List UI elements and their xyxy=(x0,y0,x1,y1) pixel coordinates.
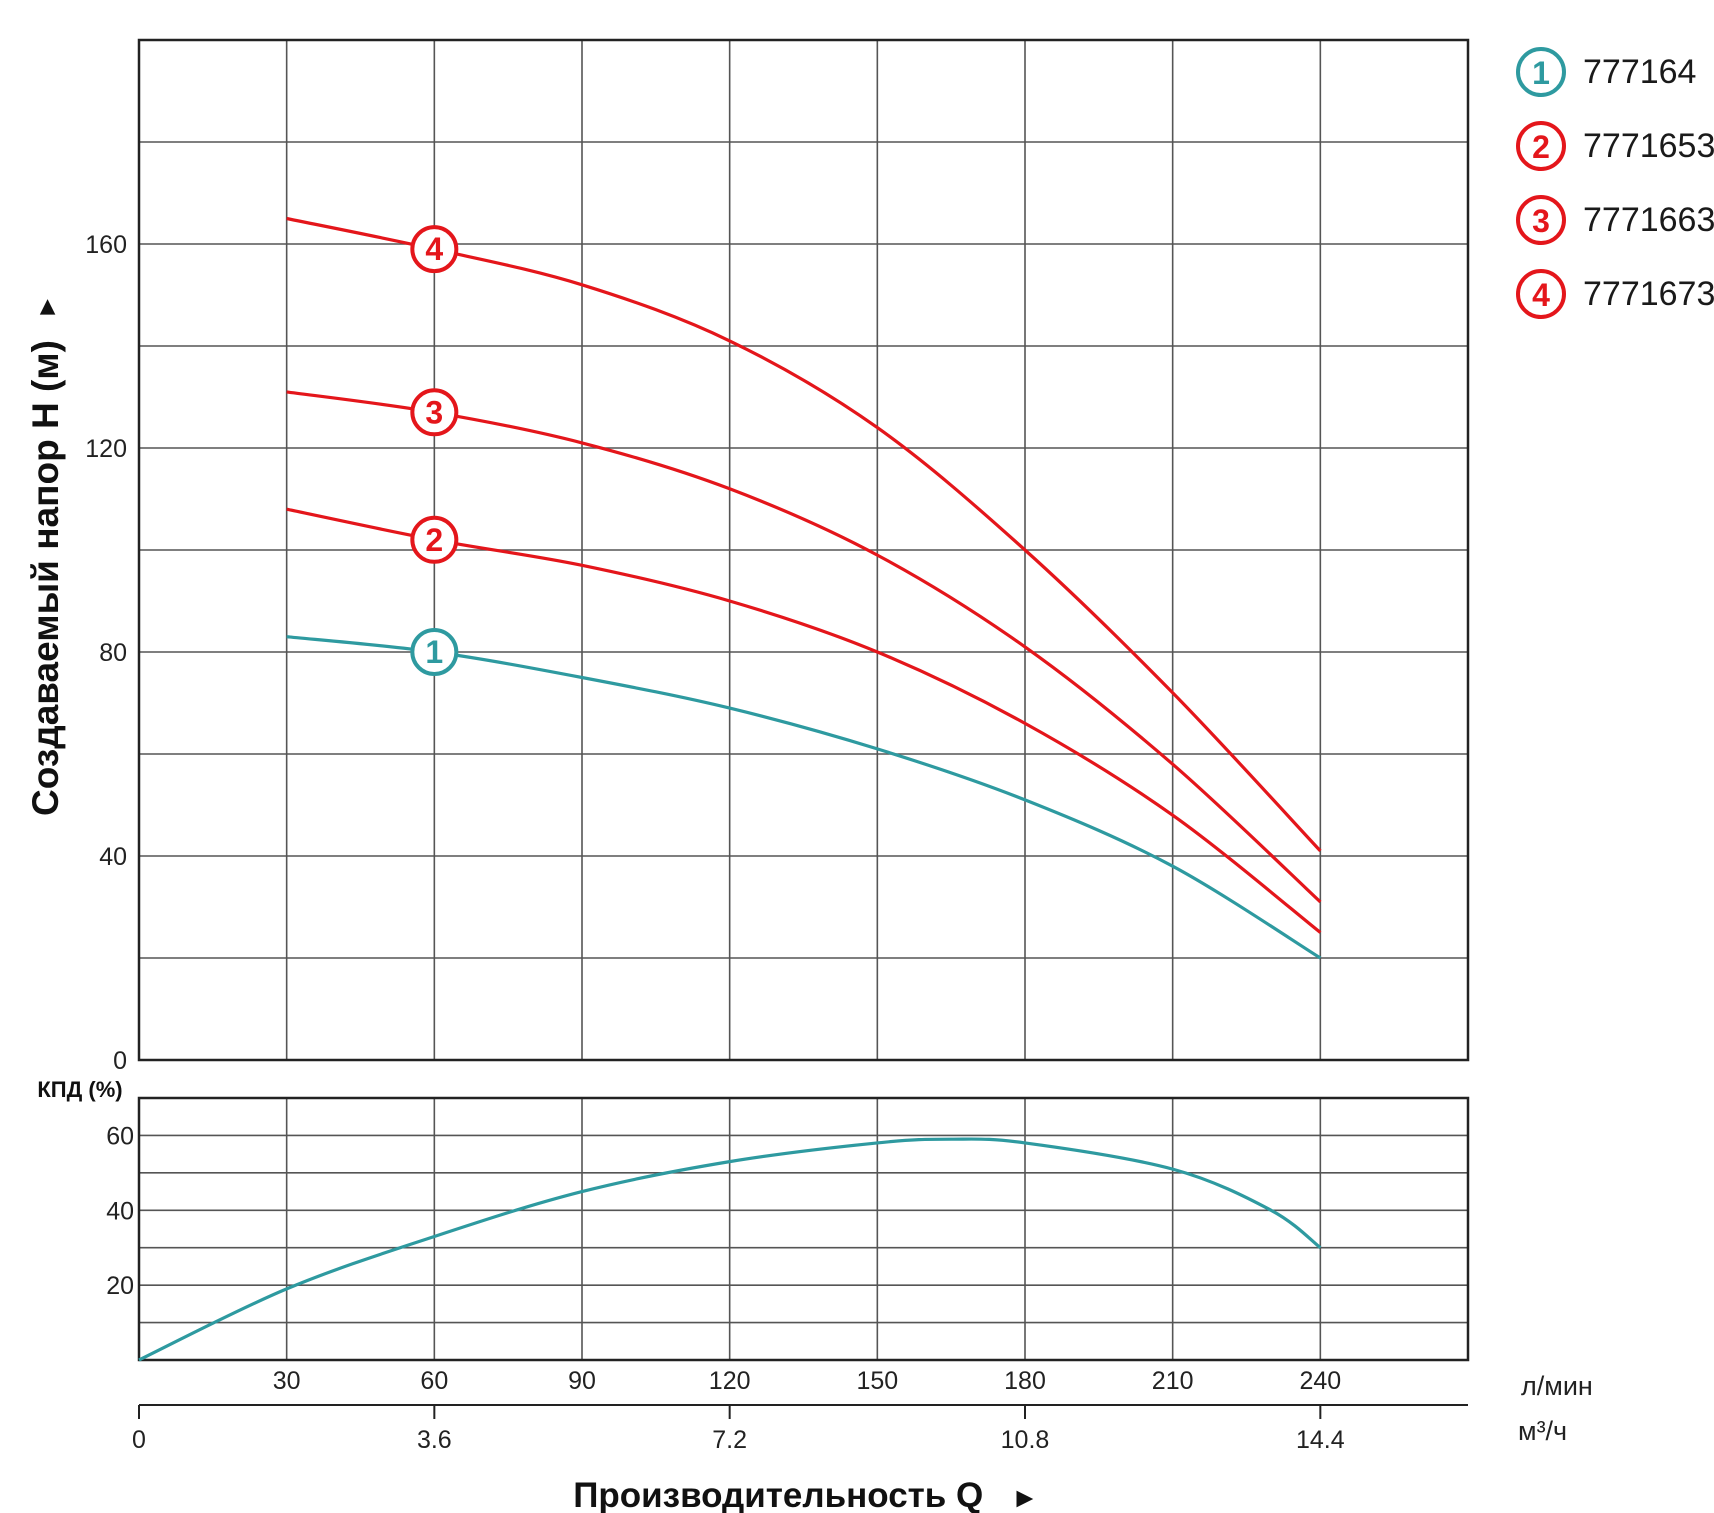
legend-badge-circle xyxy=(1516,269,1566,319)
curve-badge-circle xyxy=(410,515,459,564)
y-tick-label: 0 xyxy=(113,1047,127,1075)
x-tick-label: 210 xyxy=(1152,1367,1194,1395)
efficiency-axis-title: КПД (%) xyxy=(37,1077,122,1102)
y-tick-label: 80 xyxy=(99,639,127,667)
head-curve-3 xyxy=(286,390,1322,904)
unit-m3h: м³/ч xyxy=(1518,1416,1567,1446)
legend-code: 7771673 xyxy=(1583,275,1714,313)
legend-item-1: 1 777164 xyxy=(1516,47,1696,97)
x-tick-label: 90 xyxy=(568,1367,596,1395)
head-grid xyxy=(137,38,1470,1062)
y-tick-label: 160 xyxy=(85,231,127,259)
x-tick-label: 150 xyxy=(856,1367,898,1395)
unit-lmin: л/мин xyxy=(1521,1371,1593,1401)
curve-badge-1: 1 xyxy=(410,628,459,676)
x-axis-title: Производительность Q xyxy=(573,1476,983,1513)
curve-badge-number: 4 xyxy=(425,231,443,267)
legend-badge-number: 1 xyxy=(1532,55,1550,91)
efficiency-y-tick-label: 20 xyxy=(106,1272,134,1300)
curve-badge-4: 4 xyxy=(410,225,459,274)
y-axis-arrow: ► xyxy=(31,294,61,320)
curve-badge-number: 3 xyxy=(425,394,443,430)
legend-badge-circle xyxy=(1516,47,1566,97)
head-plot-frame xyxy=(137,38,1470,1062)
legend-badge-number: 2 xyxy=(1532,129,1550,165)
m3h-tick-label: 7.2 xyxy=(712,1426,747,1454)
efficiency-y-tick-label: 60 xyxy=(106,1122,134,1150)
curve-badge-3: 3 xyxy=(410,388,459,437)
y-axis-title-group: Создаваемый напор H (м) ► xyxy=(25,294,66,816)
x-tick-label: 120 xyxy=(709,1367,751,1395)
x-tick-label: 240 xyxy=(1299,1367,1341,1395)
curve-badges: 1 2 3 4 xyxy=(410,225,459,676)
x-tick-label: 60 xyxy=(420,1367,448,1395)
x-tick-label: 180 xyxy=(1004,1367,1046,1395)
y-tick-label: 120 xyxy=(85,435,127,463)
legend-item-2: 2 7771653 xyxy=(1516,121,1714,171)
tick-labels: 0 40 80 120 160 20 40 60 30 60 90 120 150 180 210 240 0 3… xyxy=(85,231,1344,1454)
x-axis-title-group: Производительность Q ► xyxy=(573,1476,1038,1513)
m3h-tick-label: 0 xyxy=(132,1426,146,1454)
legend-item-4: 4 7771673 xyxy=(1516,269,1714,319)
efficiency-plot-frame xyxy=(137,1096,1470,1362)
legend-badge-circle xyxy=(1516,195,1566,245)
efficiency-curve-line xyxy=(138,1137,1322,1362)
curve-badge-number: 1 xyxy=(425,634,443,670)
head-curve-4 xyxy=(286,216,1322,852)
legend-badge-number: 4 xyxy=(1532,277,1550,313)
legend-badge-circle xyxy=(1516,121,1566,171)
y-axis-title: Создаваемый напор H (м) xyxy=(25,340,66,816)
legend-item-3: 3 7771663 xyxy=(1516,195,1714,245)
m3h-tick-label: 14.4 xyxy=(1296,1426,1345,1454)
head-curves xyxy=(286,216,1322,960)
curve-badge-circle xyxy=(410,225,459,274)
legend: 1 777164 2 7771653 3 7771663 4 7771673 xyxy=(1516,47,1714,319)
svg-text:Создаваемый напор H (м): Создаваемый напор H (м) ► xyxy=(25,294,66,816)
curve-badge-circle xyxy=(410,388,459,437)
x-tick-label: 30 xyxy=(273,1367,301,1395)
efficiency-curve xyxy=(138,1137,1322,1362)
y-tick-label: 40 xyxy=(99,843,127,871)
legend-code: 777164 xyxy=(1583,53,1696,91)
m3h-tick-label: 3.6 xyxy=(417,1426,452,1454)
legend-code: 7771653 xyxy=(1583,127,1714,165)
efficiency-y-tick-label: 40 xyxy=(106,1197,134,1225)
m3h-tick-label: 10.8 xyxy=(1001,1426,1050,1454)
legend-code: 7771663 xyxy=(1583,201,1714,239)
curve-badge-number: 2 xyxy=(425,522,443,558)
efficiency-grid xyxy=(137,1096,1470,1362)
curve-badge-circle xyxy=(410,628,459,676)
x-axis-arrow: ► xyxy=(1011,1482,1039,1513)
legend-badge-number: 3 xyxy=(1532,203,1550,239)
head-curve-2 xyxy=(286,507,1322,934)
curve-badge-2: 2 xyxy=(410,515,459,564)
